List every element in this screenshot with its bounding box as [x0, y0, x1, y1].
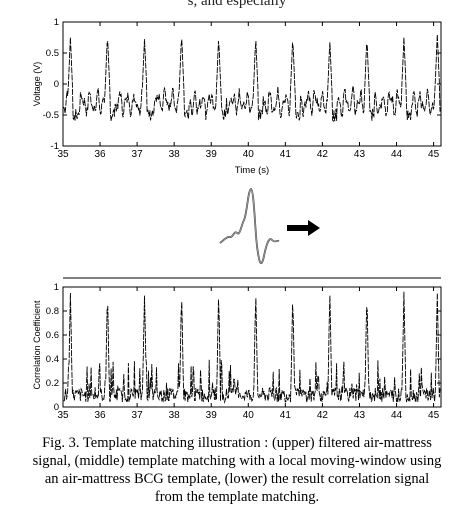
x-tick-label: 45 [428, 410, 440, 421]
y-tick-label: -1 [51, 141, 59, 152]
upper-axes-frame [62, 21, 442, 147]
x-tick-label: 44 [391, 149, 403, 160]
bcg-template-waveform [219, 188, 280, 265]
lower-axes-frame [62, 286, 442, 408]
x-tick-label: 37 [132, 410, 144, 421]
x-tick-label: 42 [317, 410, 329, 421]
upper-signal-line [63, 34, 441, 123]
upper-xlabel: Time (s) [235, 165, 269, 176]
x-tick-label: 36 [94, 149, 106, 160]
y-tick-label: 0.4 [46, 354, 59, 365]
x-tick-label: 38 [169, 149, 181, 160]
x-tick-label: 35 [57, 410, 69, 421]
caption-line: Fig. 3. Template matching illustration :… [42, 435, 432, 451]
y-tick-label: -0.5 [43, 110, 59, 121]
y-tick-label: 1 [54, 282, 59, 293]
x-tick-label: 39 [206, 149, 218, 160]
lower-ylabel: Correlation Coefficient [32, 300, 42, 389]
x-tick-label: 36 [94, 410, 106, 421]
x-tick-label: 42 [317, 149, 329, 160]
x-tick-label: 40 [243, 149, 255, 160]
header-fragment: s, and especially [187, 0, 287, 9]
lower-axis-ticks: 35 36 37 38 39 40 41 42 43 44 45 0 0.2 0.4 0.6 0.8 1 [46, 282, 441, 421]
y-tick-label: 0 [54, 79, 59, 90]
figure-caption: Fig. 3. Template matching illustration :… [0, 434, 474, 506]
x-tick-label: 43 [354, 410, 366, 421]
x-tick-label: 44 [391, 410, 403, 421]
x-tick-label: 35 [57, 149, 69, 160]
bcg-template-highlight [219, 188, 280, 264]
x-tick-label: 41 [280, 410, 292, 421]
y-tick-label: 0.8 [46, 306, 59, 317]
x-tick-label: 40 [243, 410, 255, 421]
y-tick-label: 1 [54, 17, 59, 28]
x-tick-label: 43 [354, 149, 366, 160]
x-tick-label: 41 [280, 149, 292, 160]
upper-panel: 35 36 37 38 39 40 41 42 43 44 45 -1 -0.5 0 0.5 1 Voltag… [32, 17, 442, 176]
lower-panel: 35 36 37 38 39 40 41 42 43 44 45 0 0.2 0.4 0.6 0.8 1 Cor… [32, 277, 442, 421]
caption-line: from the template matching. [154, 489, 320, 505]
x-tick-label: 39 [206, 410, 218, 421]
y-tick-label: 0.6 [46, 330, 59, 341]
lower-signal-line [63, 291, 441, 404]
y-tick-label: 0 [54, 402, 59, 413]
x-tick-label: 37 [132, 149, 144, 160]
arrow-right-icon [308, 220, 320, 236]
upper-axis-ticks: 35 36 37 38 39 40 41 42 43 44 45 -1 -0.5 0 0.5 1 [43, 17, 441, 160]
template-illustration [219, 188, 320, 265]
y-tick-label: 0.5 [46, 48, 59, 59]
x-tick-label: 45 [428, 149, 440, 160]
caption-line: an air-mattress BCG template, (lower) th… [44, 471, 430, 487]
x-tick-label: 38 [169, 410, 181, 421]
caption-line: signal, (middle) template matching with … [32, 453, 442, 469]
upper-ylabel: Voltage (V) [32, 62, 42, 107]
y-tick-label: 0.2 [46, 378, 59, 389]
arrow-shaft [287, 225, 309, 231]
